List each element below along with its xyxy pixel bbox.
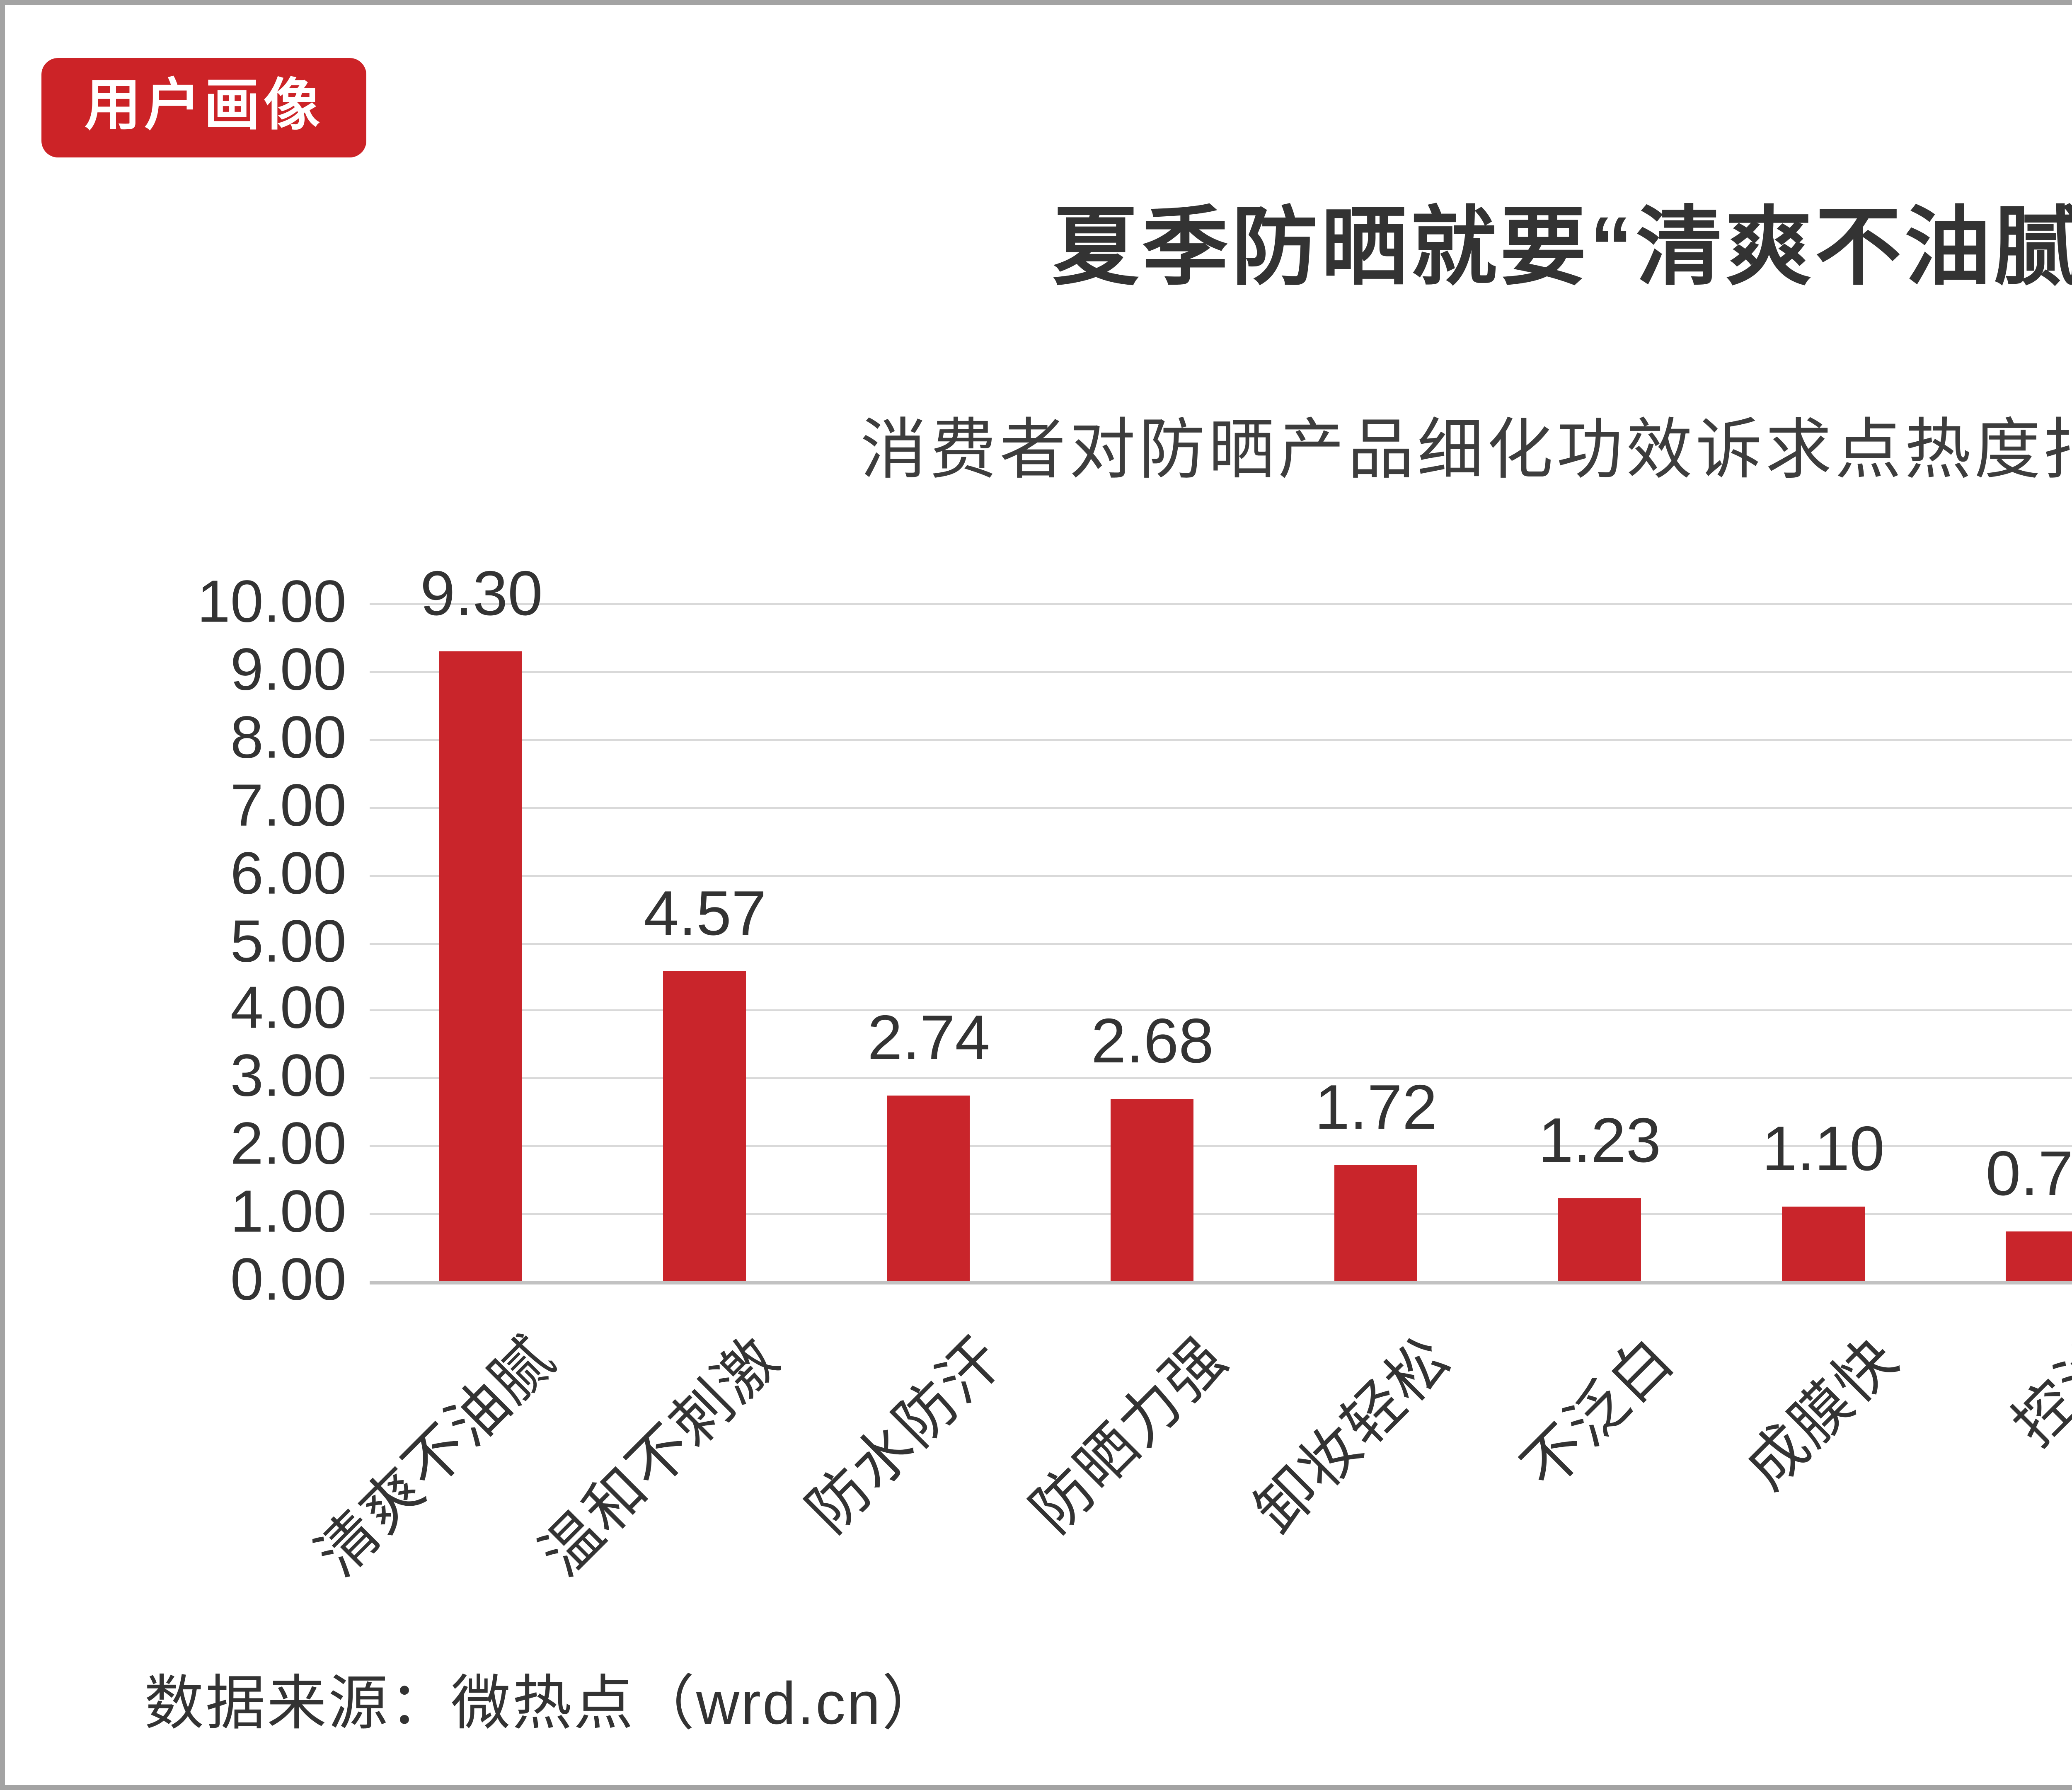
y-tick-label: 3.00 (230, 1041, 346, 1110)
gridline (370, 1010, 2072, 1012)
bar (2005, 1231, 2072, 1281)
bar-value-label: 0.74 (1985, 1139, 2072, 1209)
bar (440, 651, 523, 1281)
x-tick-label: 不泛白 (1508, 1323, 1687, 1502)
gridline (370, 671, 2072, 673)
gridline (370, 1281, 2072, 1284)
bar (663, 971, 747, 1281)
gridline (370, 603, 2072, 605)
y-tick-label: 9.00 (230, 635, 346, 703)
bar (1334, 1164, 1418, 1281)
bar (1782, 1207, 1865, 1281)
y-tick-label: 4.00 (230, 974, 346, 1042)
bar (1111, 1099, 1194, 1281)
bar-value-label: 2.68 (1091, 1008, 1214, 1078)
y-tick-label: 7.00 (230, 770, 346, 839)
y-tick-label: 10.00 (197, 567, 346, 635)
y-tick-label: 1.00 (230, 1177, 346, 1246)
bar-value-label: 1.23 (1538, 1106, 1661, 1176)
y-tick-label: 8.00 (230, 702, 346, 771)
x-tick-cell: 清爽不油腻 (304, 1288, 593, 1669)
x-tick-cell: 不泛白 (1488, 1288, 1711, 1669)
bar-group: 2.68 (1041, 603, 1264, 1281)
x-tick-cell: 控油 (1935, 1288, 2072, 1669)
bar-value-label: 1.10 (1762, 1115, 1885, 1185)
x-tick-label: 防晒力强 (1018, 1323, 1240, 1546)
gridline (370, 806, 2072, 808)
bar-group: 1.10 (1711, 603, 1935, 1281)
bar-group: 0.74 (1935, 603, 2072, 1281)
x-tick-label: 成膜快 (1732, 1323, 1911, 1502)
plot-area: 9.304.572.742.681.721.231.100.740.690.44… (370, 560, 2072, 1284)
category-badge: 用户画像 (41, 58, 366, 157)
y-tick-label: 5.00 (230, 906, 346, 974)
y-tick-label: 0.00 (230, 1245, 346, 1313)
x-tick-cell: 防晒力强 (1018, 1288, 1264, 1669)
bar-group: 2.74 (817, 603, 1041, 1281)
bars: 9.304.572.742.681.721.231.100.740.690.44… (370, 560, 2072, 1281)
bar-value-label: 4.57 (644, 880, 767, 950)
chart-title: 夏季防晒就要“清爽不油腻” (1052, 201, 2072, 297)
bar (887, 1095, 971, 1281)
y-axis: 10.00 9.00 8.00 7.00 6.00 5.00 4.00 3.00 2.00 1.0… (71, 567, 346, 1313)
chart-subtitle: 消费者对防晒产品细化功效诉求点热度指数对比 (860, 414, 2072, 487)
x-tick-label: 防水防汗 (794, 1323, 1016, 1546)
bar-value-label: 2.74 (867, 1004, 990, 1074)
x-tick-label: 控油 (1999, 1323, 2072, 1459)
bar-value-label: 1.72 (1314, 1073, 1438, 1143)
gridline (370, 1145, 2072, 1147)
y-tick-label: 6.00 (230, 838, 346, 907)
gridline (370, 739, 2072, 741)
bar (1558, 1197, 1641, 1281)
gridline (370, 1078, 2072, 1080)
data-source: 数据来源：微热点（wrd.cn） (144, 1669, 944, 1737)
gridline (370, 874, 2072, 876)
x-tick-cell: 防水防汗 (794, 1288, 1041, 1669)
bar-value-label: 9.30 (420, 559, 543, 629)
gridline (370, 1213, 2072, 1215)
y-tick-label: 2.00 (230, 1109, 346, 1178)
x-tick-cell: 卸妆轻松 (1242, 1288, 1488, 1669)
bar-group: 1.72 (1264, 603, 1488, 1281)
gridline (370, 942, 2072, 944)
x-tick-label: 卸妆轻松 (1242, 1323, 1464, 1546)
bar-group: 9.30 (370, 560, 593, 1281)
x-tick-label: 清爽不油腻 (304, 1323, 569, 1589)
bar-group: 1.23 (1488, 603, 1711, 1281)
x-axis-labels: 清爽不油腻温和不刺激防水防汗防晒力强卸妆轻松不泛白成膜快控油易推开气味好闻不搓泥… (304, 1288, 2072, 1669)
bar-group: 4.57 (593, 603, 817, 1281)
x-tick-cell: 成膜快 (1711, 1288, 1935, 1669)
x-tick-cell: 温和不刺激 (528, 1288, 817, 1669)
